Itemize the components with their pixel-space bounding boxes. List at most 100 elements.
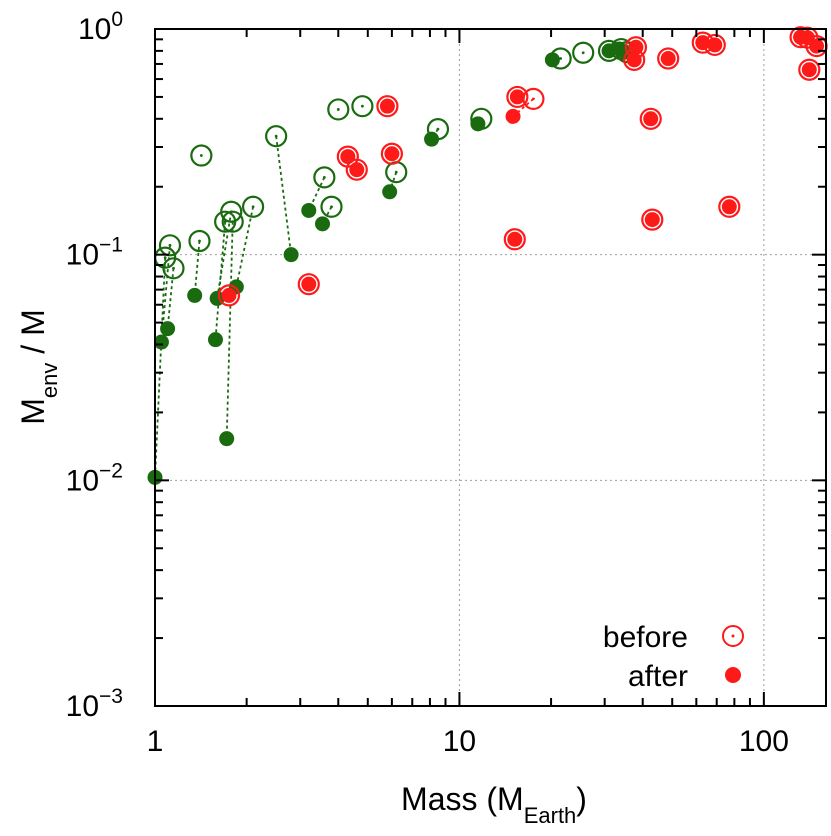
red-after-point <box>349 162 365 178</box>
red-after-point <box>721 199 737 215</box>
red-after-point <box>505 108 521 124</box>
legend-marker-after <box>725 667 741 683</box>
red-after-point <box>221 287 237 303</box>
green-before-point <box>327 98 350 121</box>
red-before-point <box>798 58 821 81</box>
green-after-point <box>207 332 223 348</box>
green-before-point-dot <box>251 205 255 209</box>
green-after-point <box>470 116 486 132</box>
red-after-point <box>707 37 723 53</box>
red-before-point <box>657 47 680 70</box>
red-after-point <box>507 231 523 247</box>
green-connector <box>166 268 175 329</box>
green-before-point <box>158 234 182 257</box>
green-before-point-dot <box>163 256 167 260</box>
legend-label-before: before <box>603 621 688 654</box>
y-tick-label: 10−3 <box>66 685 123 723</box>
red-before-point <box>503 228 526 251</box>
red-after-point <box>509 89 525 105</box>
red-before-point <box>639 107 662 130</box>
plot-frame <box>154 28 827 707</box>
green-before-point <box>241 195 265 218</box>
green-before-point <box>351 95 374 118</box>
x-axis-label: Mass (MEarth) <box>401 781 587 828</box>
green-after-point <box>187 287 203 303</box>
green-before-point-dot <box>231 220 235 224</box>
y-tick-label: 10−1 <box>66 234 123 272</box>
green-after-point <box>382 184 398 200</box>
x-tick-label: 100 <box>739 725 789 758</box>
red-before-point <box>703 33 726 57</box>
legend-label-after: after <box>628 660 688 693</box>
green-before-point <box>188 229 211 253</box>
red-after-point <box>801 62 817 78</box>
green-after-point <box>424 131 440 147</box>
red-before-point <box>217 284 241 307</box>
green-before-point-dot <box>198 239 201 243</box>
red-before-point <box>380 142 403 165</box>
green-connector <box>154 257 167 478</box>
green-before-point <box>220 200 243 223</box>
red-after-point <box>340 149 356 165</box>
green-before-point-dot <box>199 154 203 157</box>
green-before-point-dot <box>559 57 563 60</box>
green-before-point-dot <box>322 175 326 179</box>
green-connector <box>275 136 293 255</box>
red-before-point <box>623 48 646 71</box>
green-connector <box>225 221 234 439</box>
green-before-point-dot <box>274 134 278 138</box>
green-before-point-dot <box>436 127 440 131</box>
green-before-point-dot <box>168 243 172 247</box>
legend-marker-before-dot <box>731 634 735 638</box>
x-tick-label: 10 <box>443 725 476 758</box>
green-after-point <box>219 431 235 447</box>
green-after-point <box>315 216 331 232</box>
green-connector <box>214 221 227 340</box>
green-before-point <box>265 125 288 148</box>
red-after-point <box>626 52 642 68</box>
y-tick-label: 100 <box>78 8 123 46</box>
green-before-point-dot <box>581 51 585 55</box>
green-before-point-dot <box>172 266 175 270</box>
data-points <box>147 26 828 485</box>
red-after-point <box>644 212 660 228</box>
green-before-point <box>190 144 213 167</box>
red-after-point <box>384 146 400 162</box>
y-tick-label: 10−2 <box>66 459 123 497</box>
red-after-point <box>643 111 659 127</box>
green-before-point-dot <box>360 104 364 108</box>
green-before-point <box>320 195 343 218</box>
red-after-point <box>660 51 676 67</box>
legend: before after <box>603 621 744 693</box>
green-after-point <box>301 202 317 218</box>
red-before-point <box>506 85 529 109</box>
green-before-point <box>221 210 244 233</box>
red-after-point <box>809 38 825 54</box>
green-connector <box>216 211 233 299</box>
axis-ticks: 1 10 100 10−3 10−2 10−1 100 <box>66 8 826 758</box>
green-before-point <box>162 257 185 280</box>
x-tick-label: 1 <box>147 725 164 758</box>
green-after-point <box>283 247 299 263</box>
red-before-point <box>297 273 320 296</box>
green-connector <box>430 128 439 140</box>
red-before-point <box>376 95 399 118</box>
red-after-point <box>379 98 395 114</box>
green-before-point-dot <box>330 205 333 209</box>
y-axis-label: Menv / M <box>15 309 62 424</box>
green-before-point <box>572 41 595 64</box>
red-before-point <box>718 195 741 218</box>
green-before-point-dot <box>336 108 340 111</box>
green-after-point <box>160 321 176 337</box>
red-before-point <box>641 208 664 231</box>
green-connector <box>235 206 254 288</box>
red-before-point <box>522 87 545 111</box>
green-after-point <box>544 52 560 68</box>
green-after-point <box>153 334 169 350</box>
red-after-point <box>301 276 317 292</box>
red-connector <box>512 98 535 118</box>
green-before-point-dot <box>394 170 398 174</box>
legend-marker-before <box>722 625 744 647</box>
